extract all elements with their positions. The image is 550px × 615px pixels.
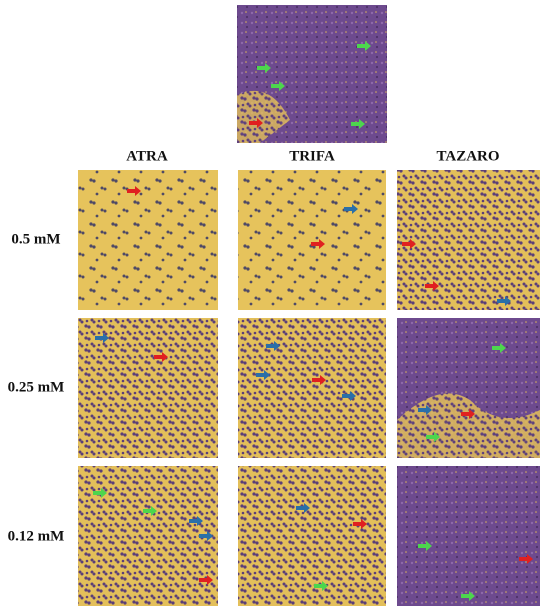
column-header: TAZARO bbox=[436, 148, 499, 164]
micrograph bbox=[78, 170, 218, 310]
control-image bbox=[237, 5, 387, 143]
micrograph bbox=[397, 466, 540, 606]
cell-area bbox=[237, 90, 290, 143]
row-label: 0.12 mM bbox=[8, 528, 65, 544]
micrograph bbox=[238, 170, 386, 310]
row-label: 0.5 mM bbox=[11, 231, 60, 247]
micrograph bbox=[78, 466, 218, 606]
column-header: TRIFA bbox=[289, 148, 335, 164]
column-header: ATRA bbox=[126, 148, 168, 164]
micrograph bbox=[397, 170, 540, 310]
micrograph bbox=[78, 318, 218, 458]
micrograph bbox=[238, 318, 386, 458]
row-label: 0.25 mM bbox=[8, 379, 65, 395]
cell-area bbox=[397, 393, 540, 458]
micrograph bbox=[238, 466, 386, 606]
